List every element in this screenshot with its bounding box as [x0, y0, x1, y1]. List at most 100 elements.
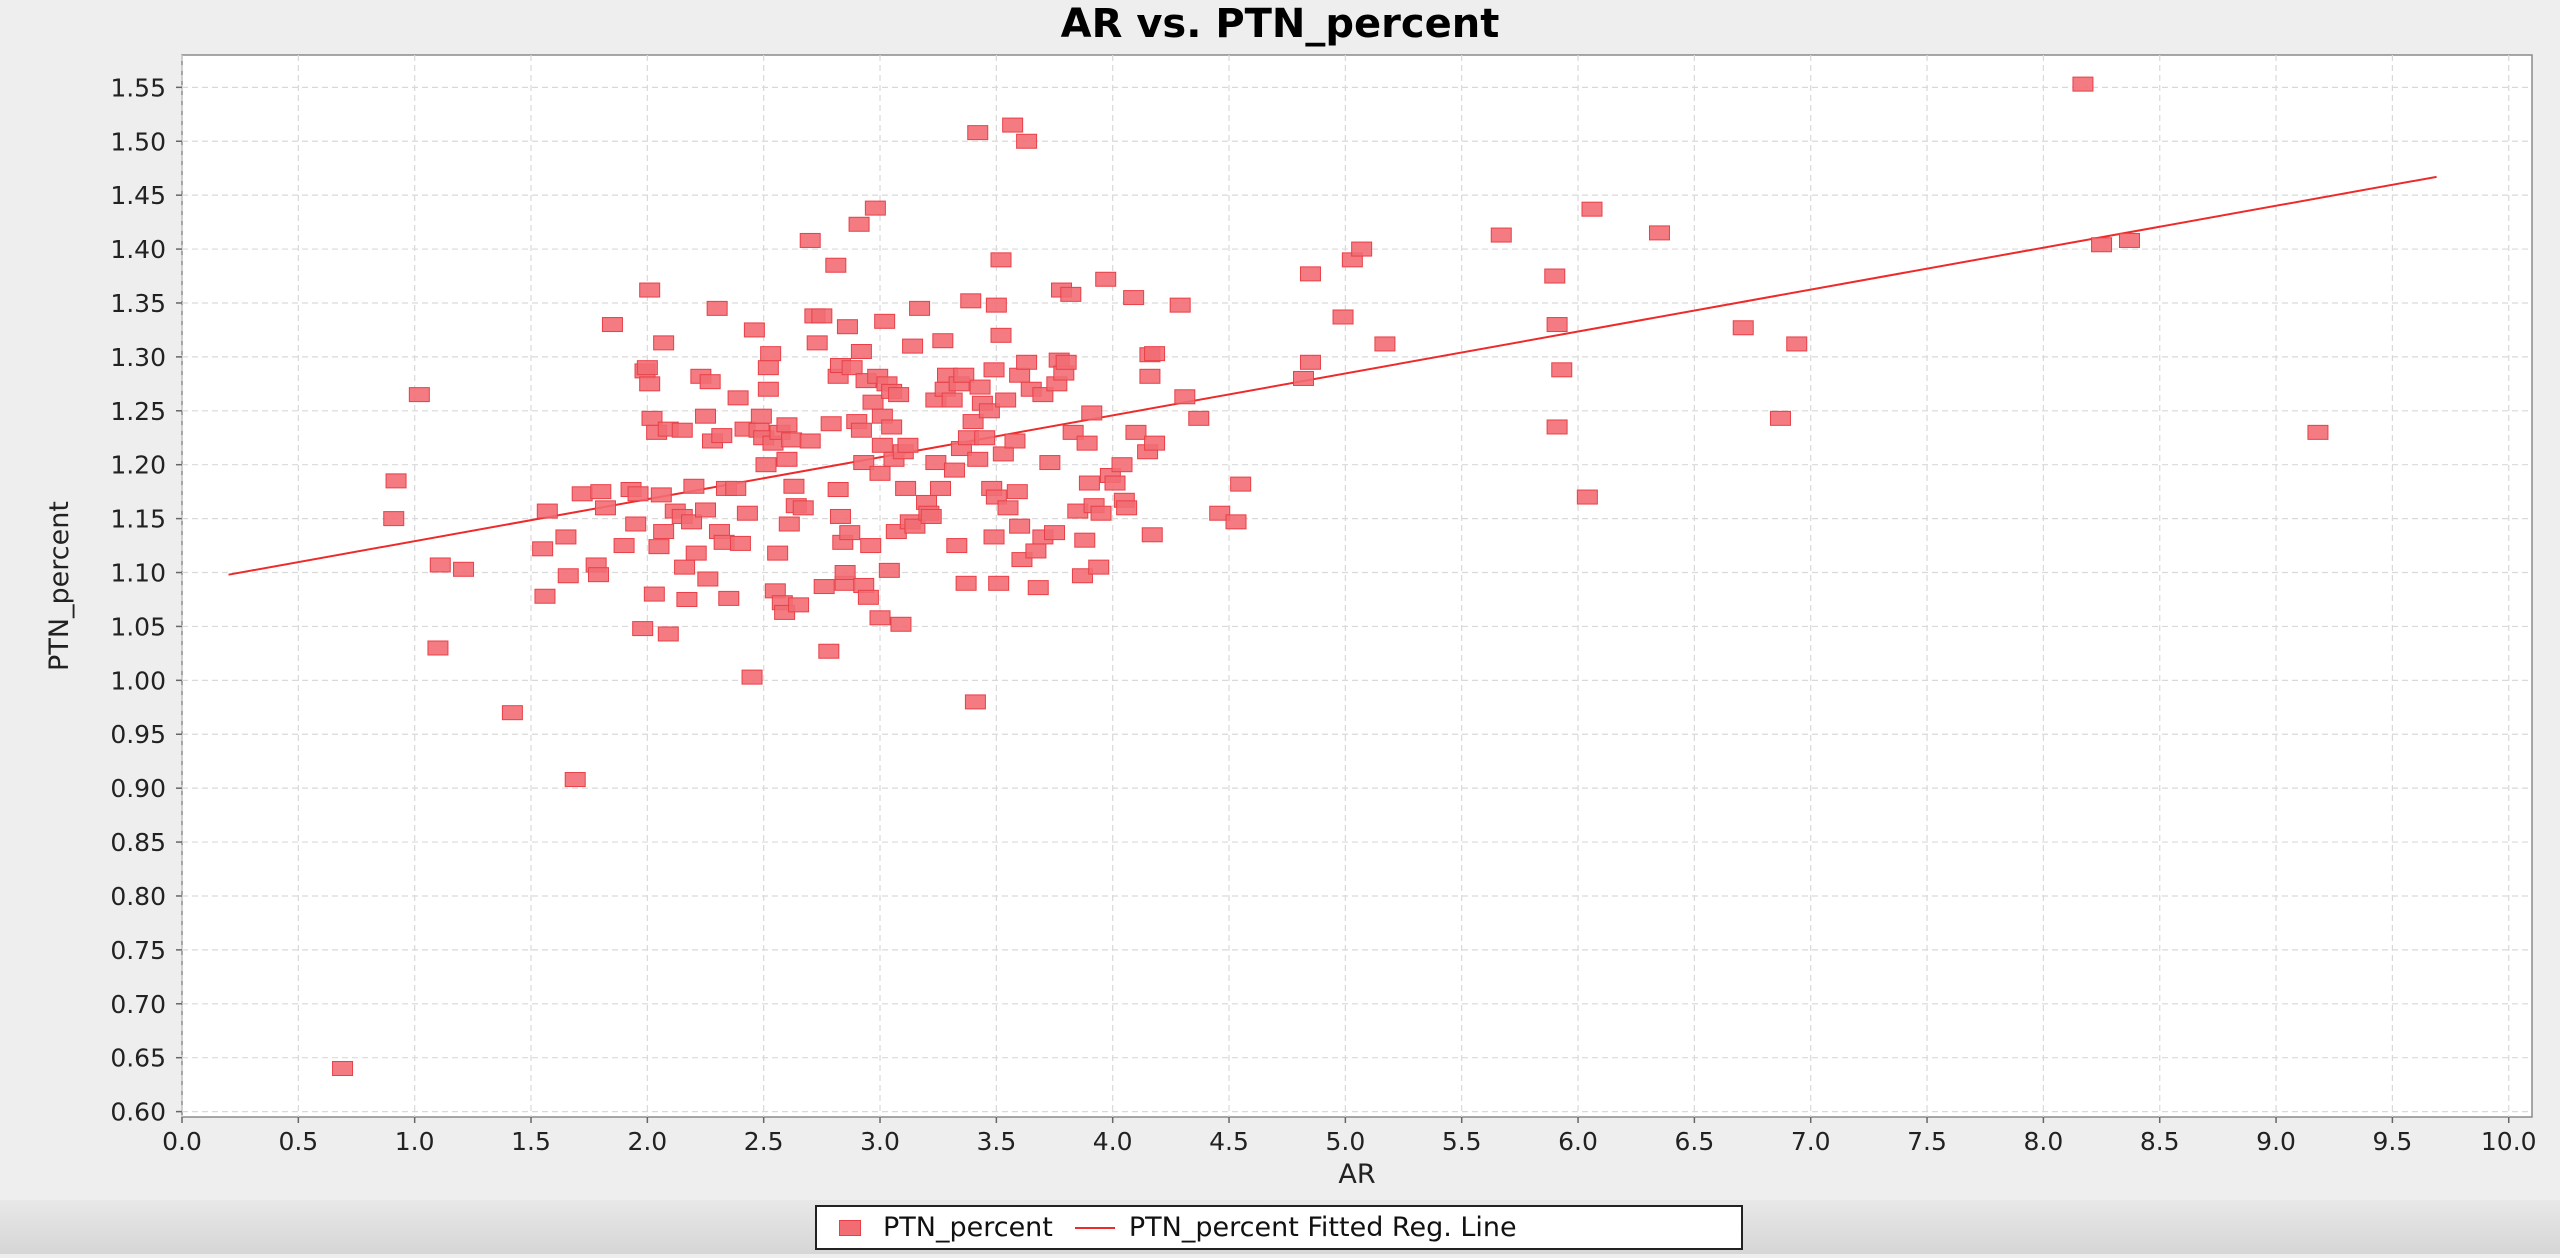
data-point — [1144, 435, 1166, 451]
y-tick-label: 0.65 — [110, 1044, 166, 1073]
data-point — [1095, 271, 1117, 287]
data-point — [983, 529, 1005, 545]
data-point — [681, 514, 703, 530]
data-point — [960, 293, 982, 309]
x-tick-label: 9.0 — [2256, 1127, 2296, 1156]
data-point — [1141, 527, 1163, 543]
data-point — [695, 502, 717, 518]
data-point — [1374, 336, 1396, 352]
data-point — [648, 539, 670, 555]
data-point — [1225, 514, 1247, 530]
data-point — [2072, 76, 2094, 92]
y-tick-label: 0.75 — [110, 936, 166, 965]
x-tick-label: 2.5 — [744, 1127, 784, 1156]
data-point — [904, 518, 926, 534]
y-tick-label: 0.70 — [110, 990, 166, 1019]
data-point — [862, 394, 884, 410]
data-point — [969, 379, 991, 395]
data-point — [813, 579, 835, 595]
data-point — [332, 1060, 354, 1076]
legend: PTN_percent PTN_percent Fitted Reg. Line — [815, 1205, 1743, 1250]
data-point — [941, 392, 963, 408]
data-point — [564, 772, 586, 788]
data-point — [1060, 286, 1082, 302]
y-tick-label: 1.35 — [110, 289, 166, 318]
data-point — [625, 516, 647, 532]
y-tick-label: 0.95 — [110, 720, 166, 749]
data-point — [636, 360, 658, 376]
y-tick-label: 0.85 — [110, 828, 166, 857]
data-point — [594, 500, 616, 516]
data-point — [848, 216, 870, 232]
data-point — [1016, 354, 1038, 370]
data-point — [1544, 268, 1566, 284]
data-point — [555, 529, 577, 545]
data-point — [1732, 320, 1754, 336]
data-point — [683, 478, 705, 494]
x-tick-label: 10.0 — [2481, 1127, 2537, 1156]
x-tick-label: 8.0 — [2024, 1127, 2064, 1156]
x-axis-label: AR — [1338, 1159, 1375, 1190]
data-point — [1111, 457, 1133, 473]
data-point — [653, 335, 675, 351]
data-point — [841, 360, 863, 376]
y-tick-label: 1.05 — [110, 612, 166, 641]
data-points — [332, 76, 2329, 1076]
data-point — [1006, 484, 1028, 500]
legend-marker-line — [1074, 1226, 1115, 1229]
y-tick-label: 1.10 — [110, 559, 166, 588]
data-point — [760, 346, 782, 362]
data-point — [955, 575, 977, 591]
y-tick-label: 1.50 — [110, 127, 166, 156]
x-tick-label: 9.5 — [2373, 1127, 2413, 1156]
data-point — [711, 428, 733, 444]
data-point — [750, 408, 772, 424]
data-point — [1090, 505, 1112, 521]
data-point — [1025, 543, 1047, 559]
data-point — [1174, 389, 1196, 405]
x-tick-label: 7.5 — [1907, 1127, 1947, 1156]
axis-ticks: 0.0 0.5 1.0 1.5 2.0 2.5 3.0 3.5 4.0 4.5 5.0 5.5 6.0 6… — [110, 73, 2536, 1156]
data-point — [850, 422, 872, 438]
x-tick-label: 1.5 — [511, 1127, 551, 1156]
data-point — [653, 524, 675, 540]
data-point — [781, 432, 803, 448]
data-point — [1786, 336, 1808, 352]
data-point — [736, 505, 758, 521]
data-point — [836, 319, 858, 335]
data-point — [962, 414, 984, 430]
data-point — [990, 327, 1012, 343]
data-point — [534, 588, 556, 604]
data-point — [650, 487, 672, 503]
data-point — [1016, 133, 1038, 149]
data-point — [825, 257, 847, 273]
data-point — [895, 480, 917, 496]
x-tick-label: 3.0 — [860, 1127, 900, 1156]
data-point — [695, 408, 717, 424]
data-point — [1116, 500, 1138, 516]
data-point — [2091, 237, 2113, 253]
data-point — [992, 446, 1014, 462]
data-point — [1002, 117, 1024, 133]
data-point — [757, 381, 779, 397]
data-point — [792, 500, 814, 516]
data-point — [1123, 290, 1145, 306]
data-point — [632, 621, 654, 637]
data-point — [946, 538, 968, 554]
data-point — [697, 571, 719, 587]
data-point — [839, 525, 861, 541]
data-point — [671, 422, 693, 438]
legend-label-points: PTN_percent — [883, 1212, 1053, 1243]
data-point — [532, 541, 554, 557]
data-point — [1299, 354, 1321, 370]
data-point — [727, 390, 749, 406]
x-tick-label: 8.5 — [2140, 1127, 2180, 1156]
chart-title: AR vs. PTN_percent — [1061, 1, 1500, 47]
data-point — [1044, 525, 1066, 541]
data-point — [1139, 368, 1161, 384]
data-point — [776, 451, 798, 467]
data-point — [1009, 518, 1031, 534]
data-point — [799, 433, 821, 449]
data-point — [857, 589, 879, 605]
data-point — [890, 616, 912, 632]
